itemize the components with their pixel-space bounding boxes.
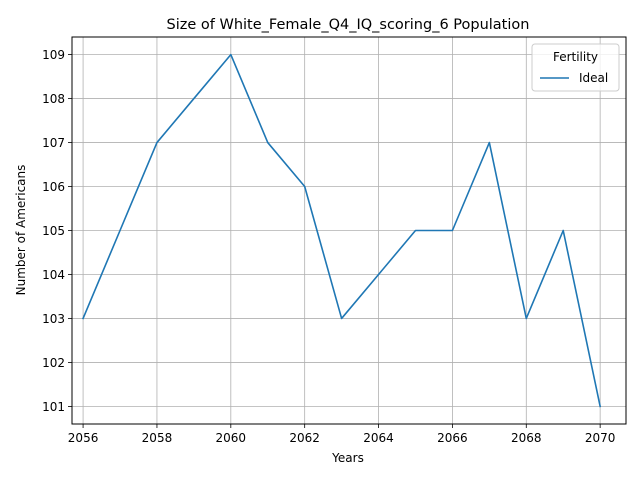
x-axis-label: Years <box>331 451 364 465</box>
x-tick-label: 2056 <box>68 431 99 445</box>
x-tick-label: 2064 <box>363 431 394 445</box>
x-tick-label: 2060 <box>216 431 247 445</box>
y-tick-label: 109 <box>42 48 65 62</box>
legend-title: Fertility <box>553 50 598 64</box>
y-tick-label: 108 <box>42 92 65 106</box>
legend: Fertility Ideal <box>531 43 620 92</box>
y-tick-label: 107 <box>42 136 65 150</box>
y-tick-label: 103 <box>42 312 65 326</box>
y-tick-label: 106 <box>42 180 65 194</box>
x-tick-label: 2066 <box>437 431 468 445</box>
series-line-ideal <box>82 53 602 408</box>
y-tick-label: 105 <box>42 224 65 238</box>
y-tick-label: 104 <box>42 268 65 282</box>
chart-title: Size of White_Female_Q4_IQ_scoring_6 Pop… <box>167 17 530 33</box>
x-tick-label: 2062 <box>289 431 320 445</box>
x-tick-label: 2058 <box>142 431 173 445</box>
x-tick-label: 2068 <box>511 431 542 445</box>
y-axis-label: Number of Americans <box>14 165 28 296</box>
y-axis: 101 102 103 104 105 106 107 108 109 <box>42 48 72 414</box>
grid <box>72 37 626 424</box>
y-tick-label: 102 <box>42 356 65 370</box>
x-tick-label: 2070 <box>585 431 616 445</box>
legend-box <box>531 43 620 92</box>
y-tick-label: 101 <box>42 400 65 414</box>
series-layer <box>82 53 602 408</box>
x-axis: 2056 2058 2060 2062 2064 2066 2068 2070 <box>68 424 616 445</box>
legend-entry-ideal: Ideal <box>579 71 608 85</box>
